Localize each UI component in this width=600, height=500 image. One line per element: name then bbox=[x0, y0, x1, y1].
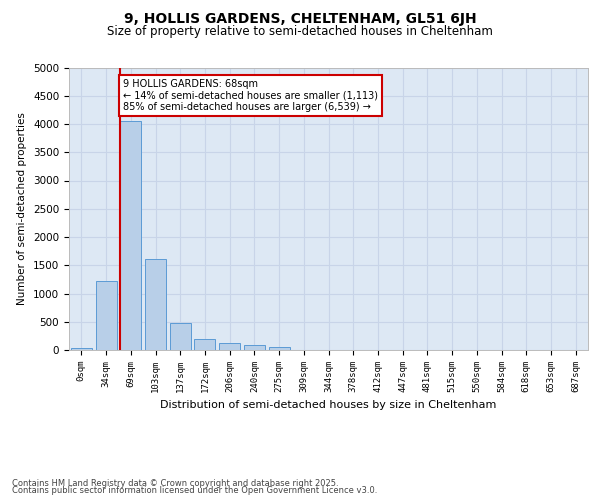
X-axis label: Distribution of semi-detached houses by size in Cheltenham: Distribution of semi-detached houses by … bbox=[160, 400, 497, 410]
Text: 9, HOLLIS GARDENS, CHELTENHAM, GL51 6JH: 9, HOLLIS GARDENS, CHELTENHAM, GL51 6JH bbox=[124, 12, 476, 26]
Bar bbox=[95, 281, 116, 350]
Bar bbox=[269, 346, 290, 350]
Text: Contains HM Land Registry data © Crown copyright and database right 2025.: Contains HM Land Registry data © Crown c… bbox=[12, 478, 338, 488]
Text: Contains public sector information licensed under the Open Government Licence v3: Contains public sector information licen… bbox=[12, 486, 377, 495]
Text: Size of property relative to semi-detached houses in Cheltenham: Size of property relative to semi-detach… bbox=[107, 25, 493, 38]
Bar bbox=[170, 324, 191, 350]
Bar bbox=[120, 121, 141, 350]
Bar bbox=[194, 340, 215, 350]
Bar bbox=[219, 343, 240, 350]
Text: 9 HOLLIS GARDENS: 68sqm
← 14% of semi-detached houses are smaller (1,113)
85% of: 9 HOLLIS GARDENS: 68sqm ← 14% of semi-de… bbox=[124, 79, 379, 112]
Bar bbox=[244, 346, 265, 350]
Y-axis label: Number of semi-detached properties: Number of semi-detached properties bbox=[17, 112, 28, 305]
Bar bbox=[71, 348, 92, 350]
Bar bbox=[145, 259, 166, 350]
